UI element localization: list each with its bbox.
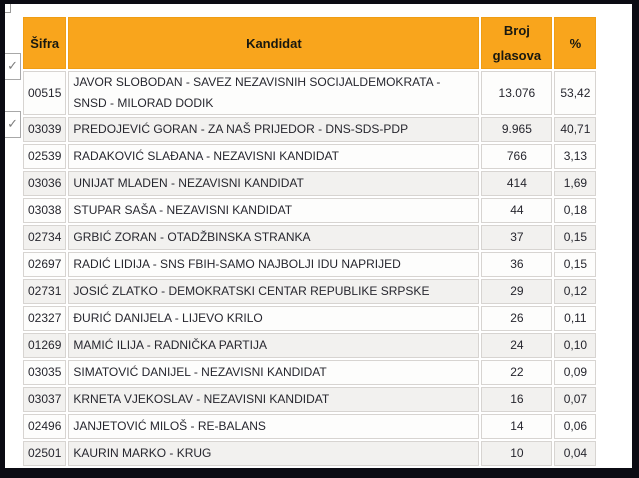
cell-sifra: 02501 xyxy=(23,441,67,466)
table-row: 01269 MAMIĆ ILIJA - RADNIČKA PARTIJA 24 … xyxy=(23,333,597,358)
cell-kandidat: STUPAR SAŠA - NEZAVISNI KANDIDAT xyxy=(68,198,480,223)
cell-sifra: 03036 xyxy=(23,171,67,196)
table-row: 03037 KRNETA VJEKOSLAV - NEZAVISNI KANDI… xyxy=(23,387,597,412)
frame-border-bottom xyxy=(0,468,639,478)
cell-kandidat: SIMATOVIĆ DANIJEL - NEZAVISNI KANDIDAT xyxy=(68,360,480,385)
results-table: Šifra Kandidat Broj glasova % 00515 JAVO… xyxy=(21,15,599,468)
cell-kandidat: GRBIĆ ZORAN - OTADŽBINSKA STRANKA xyxy=(68,225,480,250)
cropped-checkbox-b[interactable]: ✓ xyxy=(0,111,21,138)
header-row: Šifra Kandidat Broj glasova % xyxy=(23,17,597,69)
cell-percent: 3,13 xyxy=(554,144,597,169)
cell-votes: 36 xyxy=(481,252,553,277)
frame-border-right xyxy=(632,0,639,478)
cell-sifra: 02539 xyxy=(23,144,67,169)
cell-votes: 44 xyxy=(481,198,553,223)
cell-percent: 0,12 xyxy=(554,279,597,304)
column-header-kandidat: Kandidat xyxy=(68,17,480,69)
cell-percent: 0,07 xyxy=(554,387,597,412)
column-header-percent: % xyxy=(554,17,597,69)
cell-votes: 13.076 xyxy=(481,71,553,115)
cell-kandidat: RADAKOVIĆ SLAĐANA - NEZAVISNI KANDIDAT xyxy=(68,144,480,169)
cropped-panel-corner xyxy=(0,0,11,13)
column-header-broj-glasova: Broj glasova xyxy=(481,17,553,69)
cell-percent: 0,10 xyxy=(554,333,597,358)
cell-percent: 0,11 xyxy=(554,306,597,331)
table-row: 03039 PREDOJEVIĆ GORAN - ZA NAŠ PRIJEDOR… xyxy=(23,117,597,142)
cell-sifra: 01269 xyxy=(23,333,67,358)
table-row: 02501 KAURIN MARKO - KRUG 10 0,04 xyxy=(23,441,597,466)
table-row: 02496 JANJETOVIĆ MILOŠ - RE-BALANS 14 0,… xyxy=(23,414,597,439)
table-row: 03035 SIMATOVIĆ DANIJEL - NEZAVISNI KAND… xyxy=(23,360,597,385)
cell-votes: 14 xyxy=(481,414,553,439)
table-row: 02697 RADIĆ LIDIJA - SNS FBIH-SAMO NAJBO… xyxy=(23,252,597,277)
cell-kandidat: PREDOJEVIĆ GORAN - ZA NAŠ PRIJEDOR - DNS… xyxy=(68,117,480,142)
cell-percent: 0,18 xyxy=(554,198,597,223)
table-row: 02734 GRBIĆ ZORAN - OTADŽBINSKA STRANKA … xyxy=(23,225,597,250)
cell-percent: 53,42 xyxy=(554,71,597,115)
cell-kandidat: KAURIN MARKO - KRUG xyxy=(68,441,480,466)
cell-percent: 40,71 xyxy=(554,117,597,142)
cell-sifra: 02496 xyxy=(23,414,67,439)
cell-sifra: 03035 xyxy=(23,360,67,385)
table-row: 02731 JOSIĆ ZLATKO - DEMOKRATSKI CENTAR … xyxy=(23,279,597,304)
cell-percent: 1,69 xyxy=(554,171,597,196)
cell-sifra: 02731 xyxy=(23,279,67,304)
cell-votes: 16 xyxy=(481,387,553,412)
cell-sifra: 02697 xyxy=(23,252,67,277)
cell-percent: 0,15 xyxy=(554,252,597,277)
table-row: 02327 ĐURIĆ DANIJELA - LIJEVO KRILO 26 0… xyxy=(23,306,597,331)
table-row: 02539 RADAKOVIĆ SLAĐANA - NEZAVISNI KAND… xyxy=(23,144,597,169)
checkmark-icon: ✓ xyxy=(7,58,18,73)
cell-votes: 24 xyxy=(481,333,553,358)
cell-votes: 29 xyxy=(481,279,553,304)
table-row: 03036 UNIJAT MLADEN - NEZAVISNI KANDIDAT… xyxy=(23,171,597,196)
cell-kandidat: KRNETA VJEKOSLAV - NEZAVISNI KANDIDAT xyxy=(68,387,480,412)
cell-percent: 0,09 xyxy=(554,360,597,385)
table-row: 03038 STUPAR SAŠA - NEZAVISNI KANDIDAT 4… xyxy=(23,198,597,223)
cell-kandidat: JANJETOVIĆ MILOŠ - RE-BALANS xyxy=(68,414,480,439)
cell-votes: 37 xyxy=(481,225,553,250)
cell-sifra: 03039 xyxy=(23,117,67,142)
cell-votes: 766 xyxy=(481,144,553,169)
cell-votes: 10 xyxy=(481,441,553,466)
cell-sifra: 02734 xyxy=(23,225,67,250)
cell-votes: 22 xyxy=(481,360,553,385)
cell-kandidat: RADIĆ LIDIJA - SNS FBIH-SAMO NAJBOLJI ID… xyxy=(68,252,480,277)
cell-percent: 0,15 xyxy=(554,225,597,250)
cell-sifra: 00515 xyxy=(23,71,67,115)
cell-kandidat: JOSIĆ ZLATKO - DEMOKRATSKI CENTAR REPUBL… xyxy=(68,279,480,304)
cell-kandidat: ĐURIĆ DANIJELA - LIJEVO KRILO xyxy=(68,306,480,331)
cell-kandidat: MAMIĆ ILIJA - RADNIČKA PARTIJA xyxy=(68,333,480,358)
frame-border-left xyxy=(0,0,5,478)
frame-border-top xyxy=(0,0,639,4)
cell-votes: 26 xyxy=(481,306,553,331)
checkmark-icon: ✓ xyxy=(7,116,18,131)
cell-kandidat: UNIJAT MLADEN - NEZAVISNI KANDIDAT xyxy=(68,171,480,196)
cell-votes: 9.965 xyxy=(481,117,553,142)
cell-sifra: 03038 xyxy=(23,198,67,223)
table-row: 00515 JAVOR SLOBODAN - SAVEZ NEZAVISNIH … xyxy=(23,71,597,115)
cell-kandidat: JAVOR SLOBODAN - SAVEZ NEZAVISNIH SOCIJA… xyxy=(68,71,480,115)
column-header-sifra: Šifra xyxy=(23,17,67,69)
cell-percent: 0,04 xyxy=(554,441,597,466)
cell-percent: 0,06 xyxy=(554,414,597,439)
results-table-header: Šifra Kandidat Broj glasova % xyxy=(23,17,597,69)
cropped-checkbox-a[interactable]: ✓ xyxy=(0,53,21,80)
cell-sifra: 02327 xyxy=(23,306,67,331)
cell-sifra: 03037 xyxy=(23,387,67,412)
cell-votes: 414 xyxy=(481,171,553,196)
results-table-body: 00515 JAVOR SLOBODAN - SAVEZ NEZAVISNIH … xyxy=(23,71,597,466)
